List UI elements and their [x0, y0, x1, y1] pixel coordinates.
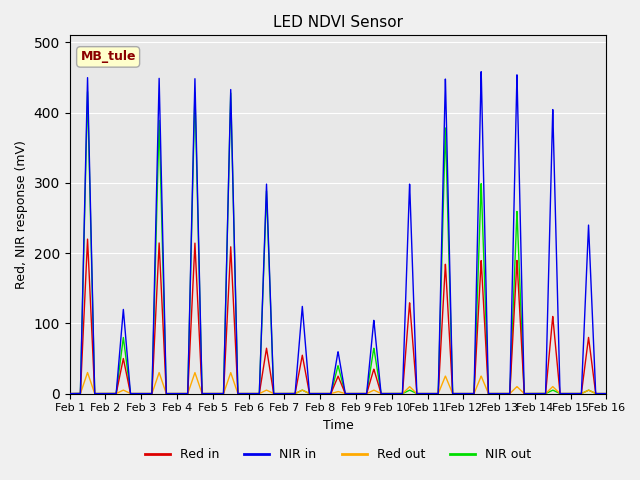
- Text: MB_tule: MB_tule: [81, 50, 136, 63]
- X-axis label: Time: Time: [323, 419, 353, 432]
- Legend: Red in, NIR in, Red out, NIR out: Red in, NIR in, Red out, NIR out: [140, 443, 536, 466]
- Title: LED NDVI Sensor: LED NDVI Sensor: [273, 15, 403, 30]
- Y-axis label: Red, NIR response (mV): Red, NIR response (mV): [15, 140, 28, 289]
